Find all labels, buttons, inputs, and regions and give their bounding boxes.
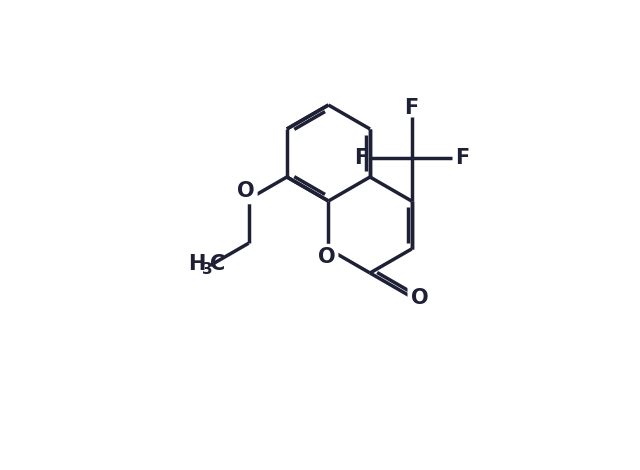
Text: F: F <box>354 148 368 168</box>
Text: H: H <box>188 254 205 274</box>
Text: O: O <box>317 247 335 267</box>
Text: C: C <box>210 254 225 274</box>
Text: O: O <box>411 288 428 308</box>
Text: O: O <box>237 181 255 201</box>
Text: F: F <box>455 148 470 168</box>
Text: 3: 3 <box>202 262 212 277</box>
Text: F: F <box>404 98 419 118</box>
